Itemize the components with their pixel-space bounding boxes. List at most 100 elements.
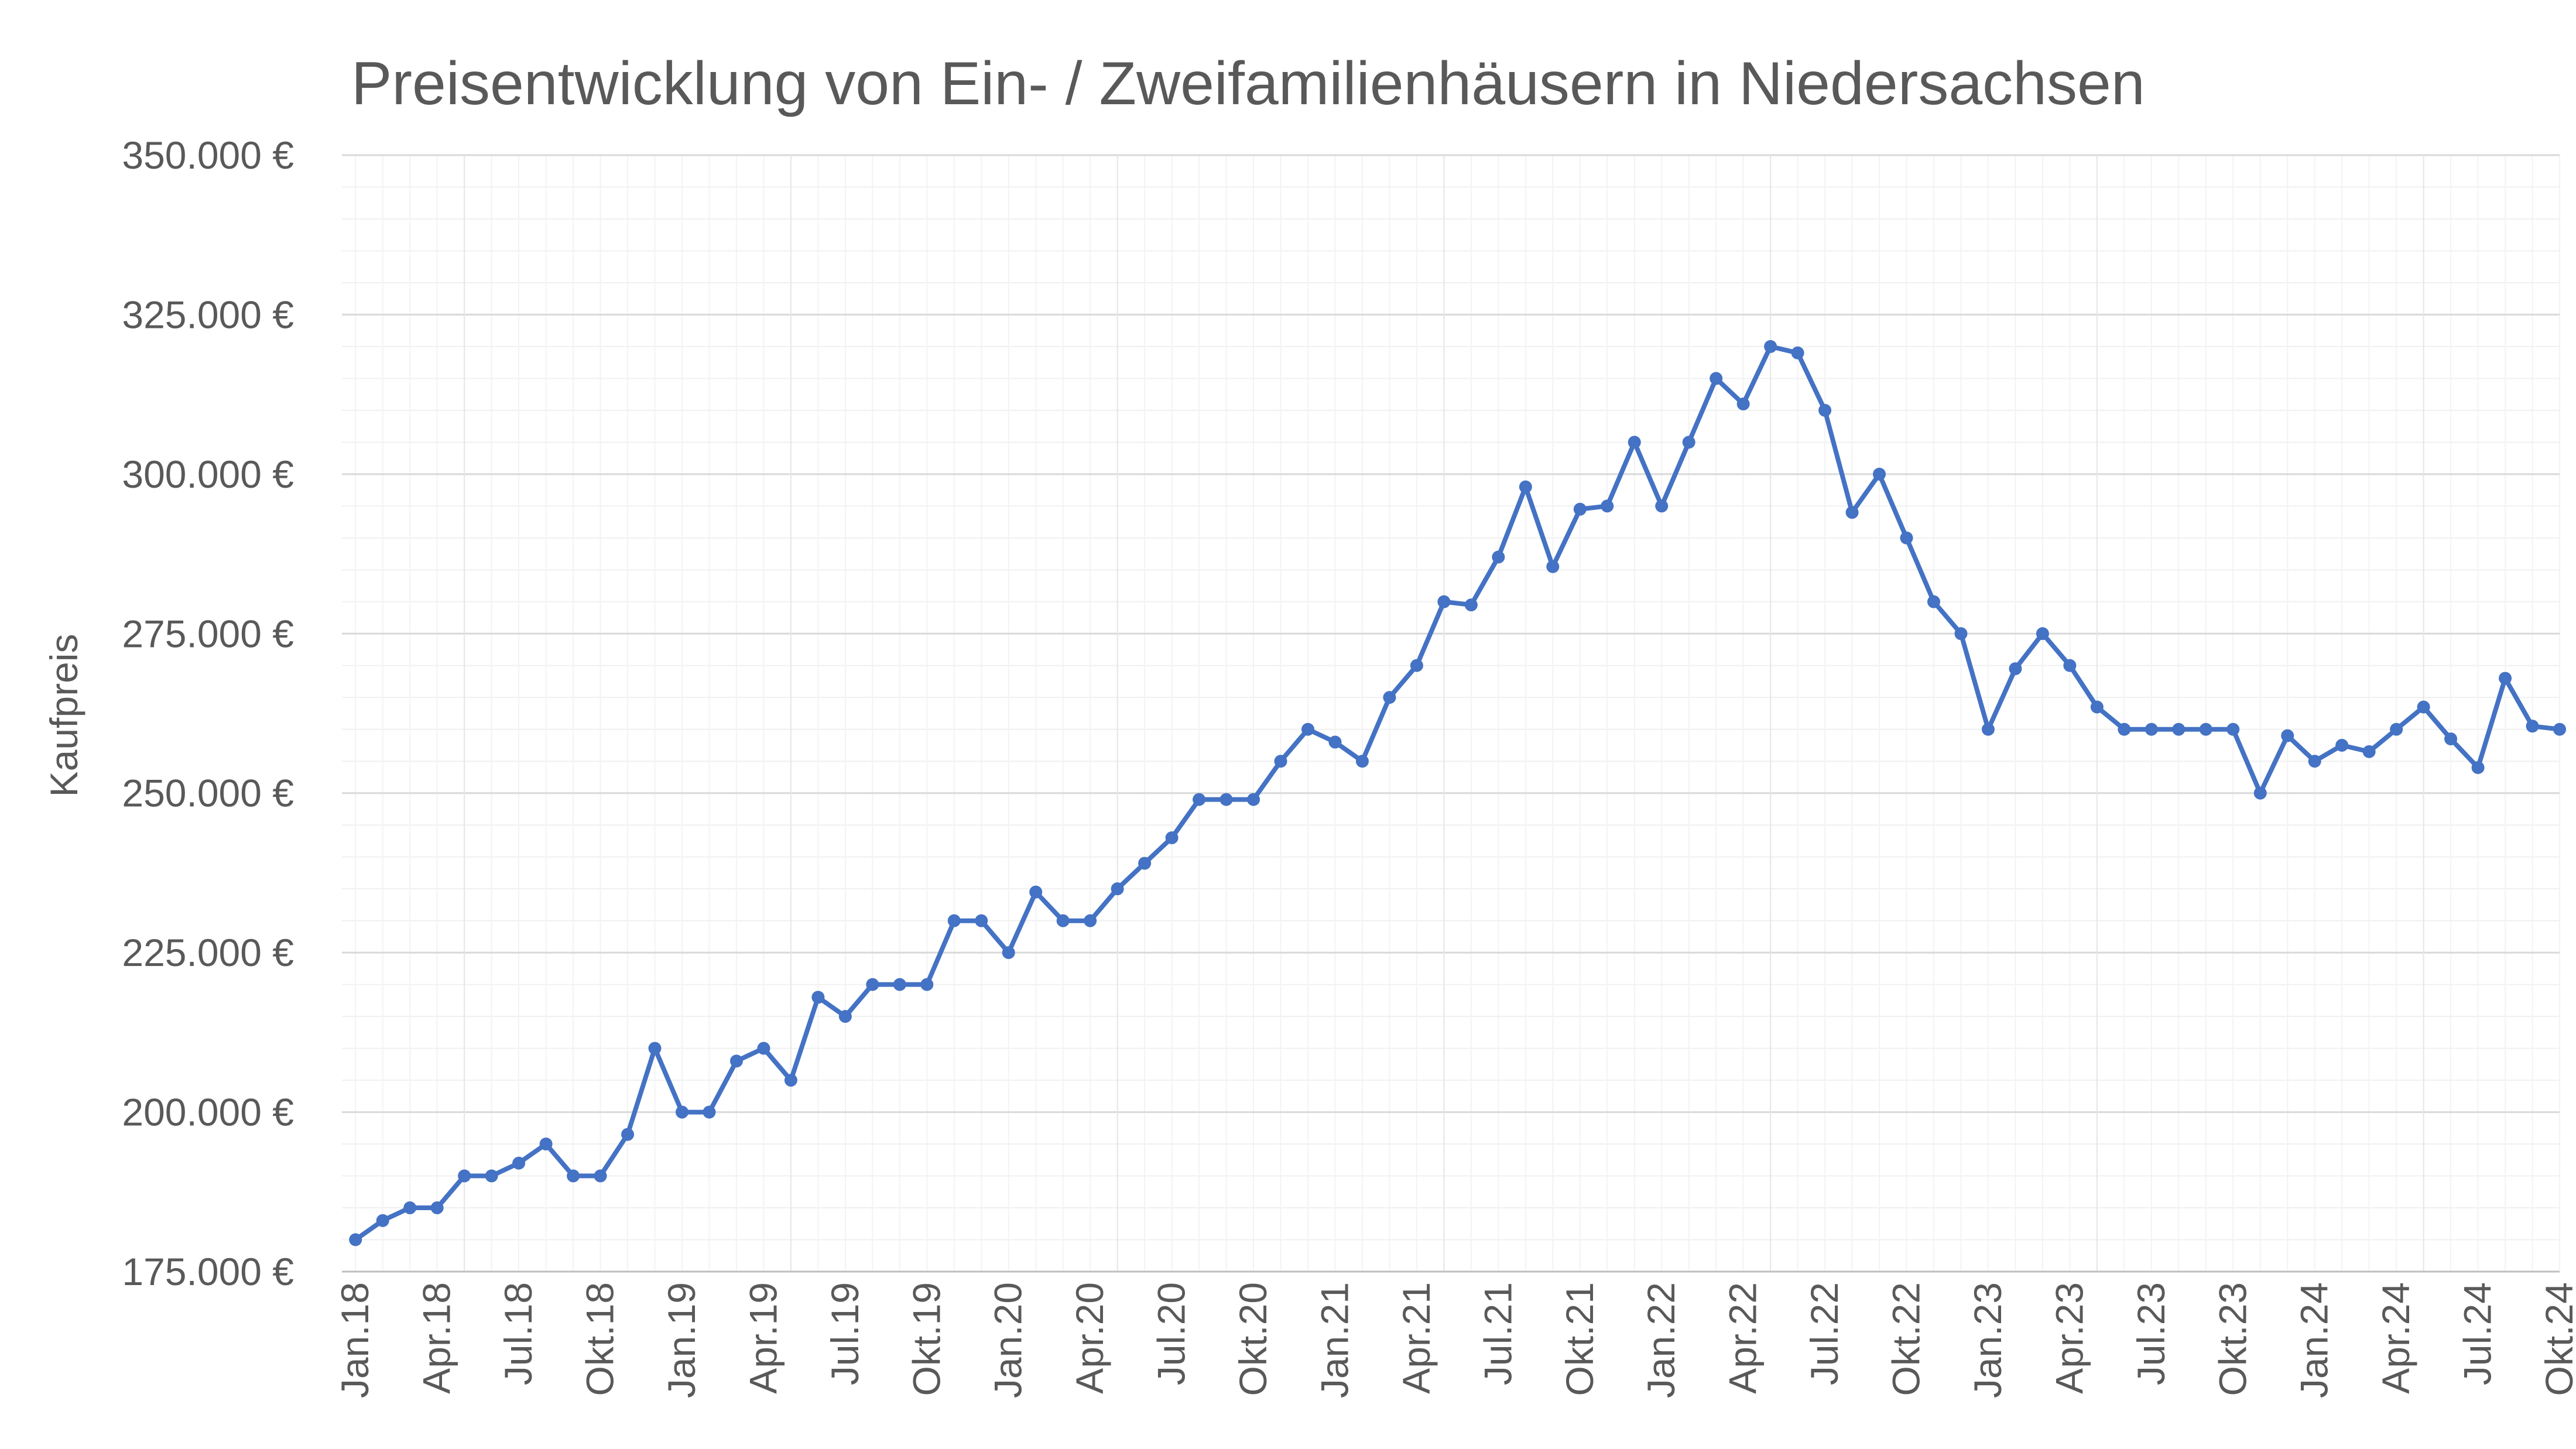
data-point [1410, 659, 1423, 672]
data-point [1492, 550, 1505, 564]
data-point [2526, 720, 2539, 733]
x-tick-label: Jul.20 [1150, 1282, 1193, 1385]
data-point [2417, 700, 2430, 714]
data-point [512, 1156, 526, 1170]
data-point [648, 1042, 662, 1055]
x-tick-label: Jul.18 [496, 1282, 540, 1385]
data-point [1437, 595, 1451, 608]
data-point [594, 1169, 607, 1183]
data-point [2199, 722, 2212, 736]
data-point [893, 978, 906, 991]
data-point [1355, 755, 1369, 768]
x-tick-label: Apr.23 [2047, 1282, 2091, 1394]
data-point [675, 1105, 688, 1119]
data-point [1954, 627, 1968, 640]
data-point [2471, 761, 2485, 775]
data-point [403, 1201, 417, 1215]
data-point [2253, 786, 2267, 800]
series-points-group [349, 340, 2566, 1246]
data-point [1274, 755, 1287, 768]
x-tick-label: Okt.20 [1231, 1282, 1275, 1396]
data-point [1791, 346, 1804, 359]
data-point [866, 978, 879, 991]
data-point [2172, 722, 2186, 736]
data-point [2009, 662, 2022, 676]
series-line [353, 344, 2562, 1242]
data-point [1736, 397, 1750, 410]
y-tick-label: 350.000 € [122, 133, 294, 177]
data-point [947, 914, 961, 927]
data-point [2036, 627, 2049, 640]
x-tick-label: Jan.20 [986, 1282, 1030, 1398]
data-point [2090, 700, 2104, 714]
major-gridlines [342, 154, 2560, 1273]
x-tick-label: Okt.23 [2211, 1282, 2254, 1396]
data-point [567, 1169, 580, 1183]
data-point [2145, 722, 2158, 736]
data-point [1165, 831, 1179, 844]
data-point [1546, 560, 1560, 573]
x-tick-label: Apr.21 [1395, 1282, 1438, 1394]
data-point [1682, 436, 1695, 449]
data-point [1464, 598, 1478, 612]
y-tick-label: 275.000 € [122, 612, 294, 655]
y-axis-label: Kaufpreis [42, 634, 85, 797]
x-tick-label: Jan.22 [1639, 1282, 1683, 1398]
data-point [2281, 729, 2294, 742]
data-point [2362, 745, 2376, 758]
x-tick-label: Okt.18 [578, 1282, 622, 1396]
data-point [1873, 467, 1886, 481]
data-point [1981, 722, 1995, 736]
minor-gridlines [342, 155, 2560, 1272]
data-point [2553, 722, 2566, 736]
data-point [349, 1233, 362, 1246]
x-tick-label: Apr.19 [741, 1282, 785, 1394]
x-tick-label: Jul.19 [823, 1282, 866, 1385]
data-point [2444, 732, 2458, 746]
data-point [703, 1105, 716, 1119]
x-tick-label: Okt.21 [1558, 1282, 1601, 1396]
x-tick-label: Okt.22 [1885, 1282, 1928, 1396]
y-tick-label: 250.000 € [122, 772, 294, 815]
data-point [1927, 595, 1940, 608]
y-tick-label: 175.000 € [122, 1250, 294, 1293]
data-point [1383, 691, 1396, 704]
data-point [1710, 372, 1723, 385]
data-point [1655, 499, 1669, 513]
y-axis-ticks: 175.000 € 200.000 € 225.000 € 250.000 € 275.… [122, 133, 294, 1293]
data-point [1056, 914, 1070, 927]
y-tick-label: 225.000 € [122, 931, 294, 974]
data-point [1519, 480, 1532, 494]
data-point [2390, 722, 2403, 736]
data-point [920, 978, 934, 991]
data-point [1002, 946, 1015, 960]
x-tick-label: Jul.21 [1476, 1282, 1519, 1385]
data-point [757, 1042, 770, 1055]
x-tick-label: Jul.23 [2129, 1282, 2173, 1385]
x-tick-label: Jul.24 [2456, 1282, 2499, 1385]
data-point [1084, 914, 1097, 927]
data-point [2499, 672, 2512, 685]
data-point [1573, 502, 1587, 516]
data-point [539, 1138, 553, 1151]
x-tick-label: Jan.21 [1313, 1282, 1356, 1398]
x-tick-label: Apr.18 [415, 1282, 458, 1394]
data-point [376, 1214, 389, 1227]
data-point [1138, 857, 1152, 870]
x-tick-label: Apr.24 [2374, 1282, 2417, 1394]
y-tick-label: 325.000 € [122, 293, 294, 336]
x-tick-label: Jan.23 [1966, 1282, 2009, 1398]
data-point [430, 1201, 444, 1215]
data-point [1601, 499, 1614, 513]
data-point [2226, 722, 2240, 736]
data-point [1220, 793, 1233, 806]
data-point [1900, 531, 1913, 544]
data-point [811, 991, 825, 1004]
data-point [1328, 735, 1342, 749]
y-tick-label: 200.000 € [122, 1091, 294, 1134]
chart-title: Preisentwicklung von Ein- / Zweifamilien… [351, 50, 2145, 118]
x-tick-label: Okt.24 [2537, 1282, 2576, 1396]
data-point [1301, 722, 1314, 736]
